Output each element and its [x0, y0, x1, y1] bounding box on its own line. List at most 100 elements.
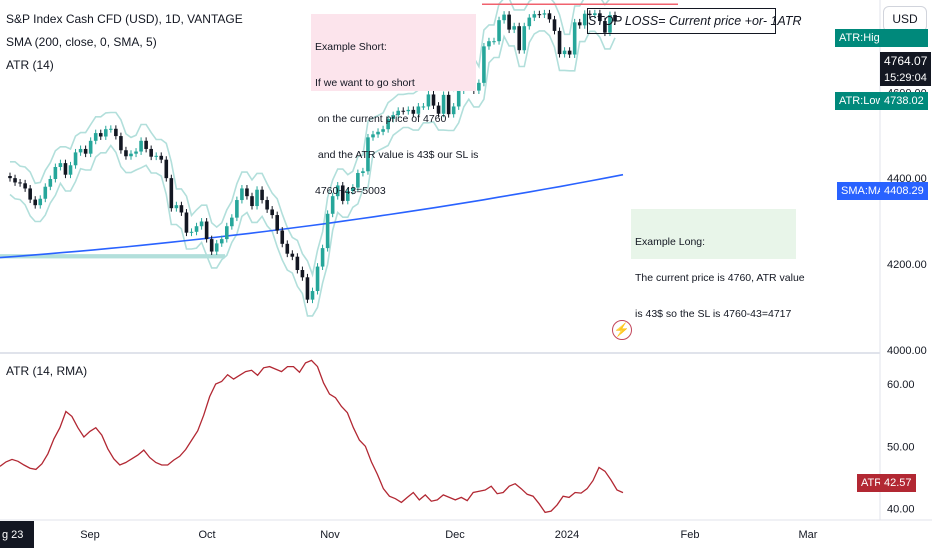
candle-body: [431, 94, 436, 106]
candle-body: [547, 13, 552, 20]
candle-body: [608, 15, 612, 33]
atr-tag: ATR: [857, 474, 887, 492]
candle-body: [280, 230, 285, 244]
candle-body: [345, 191, 350, 201]
atr-y-tick-label: 60.00: [887, 379, 915, 391]
candle-body: [295, 256, 300, 271]
candle-body: [139, 140, 143, 152]
y-tick-label: 4200.00: [887, 259, 927, 271]
stop-loss-text: STOP LOSS= Current price +or- 1ATR: [588, 14, 802, 28]
candle-body: [230, 217, 234, 227]
candle-body: [149, 148, 153, 157]
candle-body: [270, 209, 274, 216]
current-price-tag: 4764.07: [880, 52, 932, 70]
candle-body: [265, 200, 269, 210]
candle-body: [285, 243, 290, 254]
candle-body: [114, 128, 118, 137]
candle-body: [214, 243, 219, 252]
atr-low-tag: ATR:Low: [835, 92, 888, 110]
candle-body: [18, 182, 22, 184]
candle-body: [361, 171, 365, 173]
candle-body: [386, 118, 390, 130]
long-example-note[interactable]: Example Long: The current price is 4760,…: [631, 209, 805, 320]
candle-body: [224, 226, 229, 240]
candle-body: [482, 46, 486, 83]
atr-low-value-tag: 4738.02: [880, 92, 928, 110]
candle-body: [184, 212, 189, 233]
candle-body: [552, 19, 557, 31]
candle-body: [557, 30, 562, 55]
candle-body: [502, 14, 506, 21]
candle-body: [340, 185, 345, 201]
candle-body: [441, 94, 446, 114]
short-example-note[interactable]: Example Short: If we want to go short on…: [311, 14, 478, 197]
candle-body: [366, 137, 370, 172]
candle-body: [603, 21, 607, 33]
candle-body: [245, 188, 249, 197]
atr-indicator-legend[interactable]: ATR (14): [6, 58, 54, 72]
candle-body: [613, 15, 617, 22]
x-tick-label: 2024: [555, 529, 579, 541]
candle-body: [381, 129, 385, 132]
candle-body: [456, 90, 461, 107]
long-note-line: The current price is 4760, ATR value: [635, 272, 805, 284]
candle-body: [88, 140, 93, 154]
atr-low-band: [9, 30, 616, 317]
atr-pane-legend[interactable]: ATR (14, RMA): [6, 364, 88, 378]
candle-body: [13, 178, 17, 183]
candle-body: [204, 221, 209, 240]
candle-body: [512, 26, 516, 30]
candle-body: [351, 187, 355, 192]
sma-value-tag: 4408.29: [880, 182, 928, 200]
x-tick-label: Oct: [198, 529, 215, 541]
candle-body: [356, 172, 360, 188]
candle-body: [305, 277, 310, 300]
candle-body: [587, 13, 592, 16]
candle-body: [179, 205, 184, 213]
crosshair-date-tag: [0, 521, 34, 548]
candle-body: [159, 155, 164, 160]
candle-body: [593, 13, 597, 16]
candle-body: [33, 199, 38, 206]
long-note-line: is 43$ so the SL is 4760-43=4717: [635, 308, 792, 320]
candle-body: [134, 151, 138, 154]
candle-body: [23, 183, 27, 189]
candle-body: [53, 166, 58, 180]
x-tick-label: Feb: [681, 529, 700, 541]
symbol-title[interactable]: S&P Index Cash CFD (USD), 1D, VANTAGE: [6, 12, 243, 26]
countdown-tag: 15:29:04: [880, 70, 931, 86]
candle-body: [376, 131, 380, 135]
short-note-line: If we want to go short: [315, 77, 415, 89]
y-tick-label: 4000.00: [887, 345, 927, 357]
candle-body: [577, 22, 582, 26]
candle-body: [63, 163, 68, 175]
candle-body: [527, 17, 532, 27]
candle-body: [446, 94, 451, 115]
atr-high-tag: ATR:High: [835, 29, 890, 47]
candle-body: [315, 266, 320, 292]
sma-indicator-legend[interactable]: SMA (200, close, 0, SMA, 5): [6, 35, 157, 49]
candle-body: [275, 215, 280, 231]
atr-high-band: [10, 0, 610, 278]
candle-body: [43, 186, 48, 199]
candle-body: [290, 253, 295, 257]
candle-body: [68, 165, 73, 175]
candle-body: [174, 205, 179, 209]
currency-button[interactable]: USD: [883, 6, 927, 32]
stop-loss-annotation[interactable]: STOP LOSS= Current price +or- 1ATR: [587, 8, 802, 34]
candle-body: [129, 153, 133, 157]
candle-body: [144, 140, 148, 149]
candle-body: [48, 179, 53, 187]
candle-body: [517, 26, 522, 51]
atr-y-tick-label: 50.00: [887, 441, 915, 453]
candle-body: [401, 110, 406, 112]
atr-y-tick-label: 40.00: [887, 504, 915, 516]
candle-body: [522, 26, 527, 51]
candle-body: [325, 213, 330, 249]
short-note-line: on the current price of 4760: [315, 113, 447, 125]
flash-icon[interactable]: ⚡: [612, 320, 632, 340]
candle-body: [330, 196, 335, 214]
candle-body: [492, 41, 496, 43]
short-note-line: and the ATR value is 43$ our SL is: [315, 149, 479, 161]
